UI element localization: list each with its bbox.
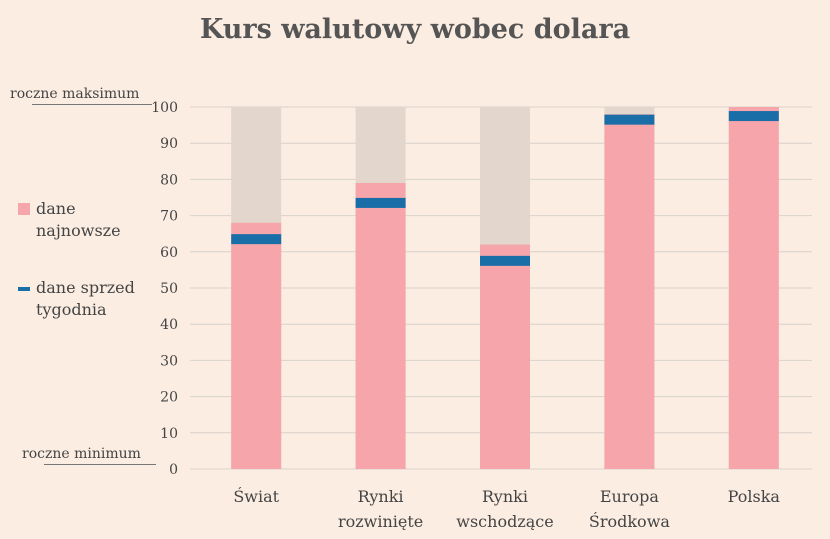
legend-week: dane sprzed tygodnia <box>18 277 135 321</box>
chart-title: Kurs walutowy wobec dolara <box>199 14 631 45</box>
y-tick-label: 90 <box>160 136 178 152</box>
legend-week-swatch <box>18 287 30 291</box>
x-tick-label: Świat <box>233 486 279 506</box>
y-tick-label: 30 <box>160 353 178 369</box>
y-tick-label: 60 <box>160 245 178 261</box>
x-tick-label: wschodzące <box>456 512 553 531</box>
latest-bar <box>604 114 655 470</box>
y-tick-label: 50 <box>160 281 178 297</box>
latest-bar <box>728 107 779 469</box>
y-tick-label: 70 <box>160 209 178 225</box>
legend-latest: dane najnowsze <box>18 198 121 242</box>
annual-min-text: roczne minimum <box>22 446 141 462</box>
y-tick-label: 80 <box>160 172 178 188</box>
legend-week-line1: dane sprzed <box>36 278 135 297</box>
legend-week-line2: tygodnia <box>36 300 107 319</box>
y-tick-label: 20 <box>160 390 178 406</box>
latest-bar <box>231 222 282 469</box>
annual-max-label: roczne maksimum <box>10 86 152 105</box>
latest-bar <box>480 244 530 469</box>
x-tick-label: Polska <box>728 487 781 506</box>
annual-min-label: roczne minimum <box>22 446 156 465</box>
annual-min-underline <box>44 464 156 465</box>
week-ago-marker <box>604 114 655 125</box>
y-tick-label: 0 <box>169 462 178 478</box>
x-tick-label: Rynki <box>358 487 404 506</box>
x-tick-label: rozwinięte <box>338 512 423 531</box>
y-tick-label: 10 <box>160 426 178 442</box>
x-tick-label: Europa <box>600 487 660 506</box>
annual-max-underline <box>32 104 152 105</box>
y-tick-label: 40 <box>160 317 178 333</box>
week-ago-marker <box>231 234 282 245</box>
annual-max-text: roczne maksimum <box>10 86 140 102</box>
latest-bar <box>355 183 406 469</box>
week-ago-marker <box>355 197 406 208</box>
y-tick-label: 100 <box>151 100 178 116</box>
legend-latest-line2: najnowsze <box>36 221 121 240</box>
x-tick-label: Środkowa <box>589 511 671 531</box>
legend-latest-line1: dane <box>36 199 76 218</box>
x-tick-label: Rynki <box>482 487 528 506</box>
week-ago-marker <box>480 255 530 266</box>
week-ago-marker <box>728 111 779 122</box>
legend-latest-swatch <box>18 203 30 215</box>
